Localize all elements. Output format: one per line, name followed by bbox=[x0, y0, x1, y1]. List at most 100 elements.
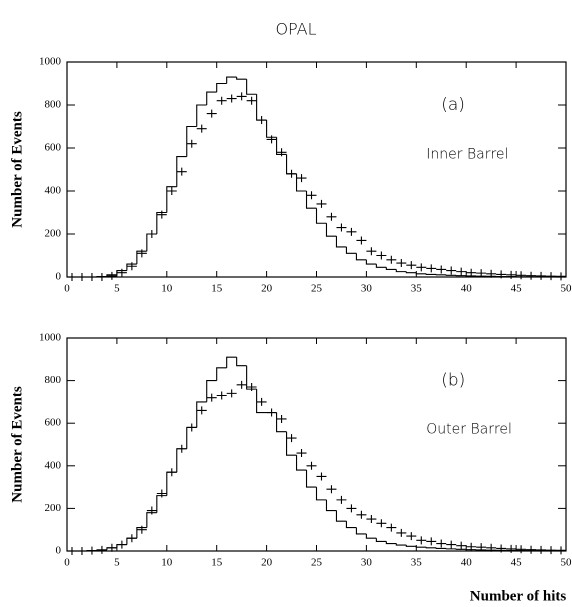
data-point bbox=[516, 271, 527, 280]
x-tick-label: 50 bbox=[561, 283, 572, 295]
data-point bbox=[556, 546, 566, 555]
y-tick-label: 600 bbox=[45, 417, 62, 429]
histogram-bin bbox=[126, 263, 137, 271]
data-point bbox=[456, 267, 467, 276]
x-tick-label: 25 bbox=[311, 283, 323, 295]
histogram-bin bbox=[395, 269, 407, 273]
x-tick-label: 35 bbox=[411, 283, 423, 295]
data-point bbox=[67, 547, 77, 555]
data-point bbox=[496, 270, 507, 279]
data-point bbox=[206, 109, 217, 118]
x-tick-label: 30 bbox=[361, 557, 373, 569]
data-point bbox=[236, 380, 247, 389]
data-point bbox=[256, 116, 267, 125]
data-point bbox=[336, 495, 347, 504]
histogram-bin bbox=[146, 512, 157, 528]
y-axis-label: Number of Events bbox=[9, 386, 25, 503]
data-point bbox=[296, 449, 307, 458]
histogram-bin bbox=[345, 521, 357, 529]
histogram-bin bbox=[226, 76, 237, 84]
data-point bbox=[166, 468, 177, 477]
data-point bbox=[326, 485, 337, 494]
x-tick-label: 5 bbox=[114, 283, 120, 295]
histogram-bin bbox=[206, 380, 217, 402]
data-point bbox=[266, 135, 277, 144]
data-point bbox=[416, 263, 427, 272]
data-point bbox=[426, 537, 437, 546]
data-point bbox=[306, 461, 317, 470]
data-point bbox=[546, 546, 557, 555]
y-tick-label: 200 bbox=[45, 228, 62, 240]
histogram-bin bbox=[395, 543, 407, 546]
data-point bbox=[76, 273, 87, 281]
histogram-bin bbox=[415, 546, 427, 548]
x-tick-label: 20 bbox=[261, 557, 273, 569]
histogram-bin bbox=[375, 538, 387, 542]
data-point bbox=[376, 251, 387, 260]
histogram-bin bbox=[425, 547, 437, 549]
histogram-bin bbox=[156, 211, 167, 234]
x-tick-label: 45 bbox=[511, 557, 523, 569]
data-point bbox=[116, 268, 127, 277]
x-tick-label: 50 bbox=[561, 557, 572, 569]
x-tick-label: 45 bbox=[511, 283, 523, 295]
histogram-bin bbox=[295, 173, 307, 192]
data-point bbox=[316, 199, 327, 208]
data-point bbox=[216, 96, 227, 105]
y-tick-label: 800 bbox=[45, 374, 62, 386]
data-point bbox=[546, 272, 557, 281]
histogram-bin bbox=[405, 545, 417, 547]
data-point bbox=[186, 423, 197, 432]
histogram-bin bbox=[136, 527, 147, 539]
x-tick-label: 15 bbox=[211, 283, 223, 295]
data-point bbox=[396, 259, 407, 268]
panel: 0 5 10 15 20 25 30 35 40 45 50 0 200 400 600 800 1000 Num… bbox=[9, 332, 572, 605]
data-point bbox=[446, 540, 457, 549]
data-point bbox=[376, 519, 387, 528]
data-point bbox=[136, 525, 147, 534]
panel: 0 5 10 15 20 25 30 35 40 45 50 0 200 400 600 800 1000 Num… bbox=[9, 56, 572, 295]
data-point bbox=[96, 545, 107, 554]
histogram-bin bbox=[116, 270, 127, 275]
data-point bbox=[226, 389, 237, 398]
data-point bbox=[136, 249, 147, 258]
histogram-bin bbox=[375, 264, 387, 268]
histogram-bin bbox=[206, 91, 217, 105]
data-point bbox=[416, 536, 427, 545]
histogram-bin bbox=[305, 191, 317, 209]
data-point bbox=[96, 273, 107, 281]
data-point bbox=[466, 542, 477, 551]
data-point bbox=[406, 261, 417, 270]
data-point bbox=[346, 504, 357, 513]
data-point bbox=[506, 544, 517, 553]
data-point bbox=[176, 444, 187, 453]
y-tick-label: 0 bbox=[56, 271, 62, 283]
histogram-bin bbox=[385, 267, 397, 271]
histogram-bin bbox=[315, 208, 327, 224]
histogram-bin bbox=[196, 401, 207, 428]
x-tick-label: 25 bbox=[311, 557, 323, 569]
histogram-bin bbox=[315, 487, 327, 501]
data-point bbox=[226, 94, 237, 103]
data-point bbox=[266, 408, 277, 417]
histogram-bin bbox=[246, 365, 257, 390]
histogram-bin bbox=[176, 156, 187, 187]
histogram-bin bbox=[415, 272, 427, 275]
data-point bbox=[526, 271, 537, 280]
data-point bbox=[436, 265, 447, 274]
histogram-bin bbox=[365, 533, 377, 539]
x-tick-label: 15 bbox=[211, 557, 223, 569]
x-tick-label: 0 bbox=[64, 557, 70, 569]
data-point bbox=[326, 212, 337, 221]
x-tick-label: 5 bbox=[114, 557, 120, 569]
data-point bbox=[536, 545, 547, 554]
histogram-bin bbox=[435, 547, 447, 549]
data-point bbox=[176, 167, 187, 176]
data-point bbox=[346, 227, 357, 236]
histogram-bin bbox=[226, 356, 237, 368]
data-point bbox=[516, 545, 527, 554]
histogram-bin bbox=[216, 367, 227, 381]
data-point bbox=[156, 489, 167, 498]
data-point bbox=[456, 541, 467, 550]
histogram-bin bbox=[425, 273, 437, 275]
